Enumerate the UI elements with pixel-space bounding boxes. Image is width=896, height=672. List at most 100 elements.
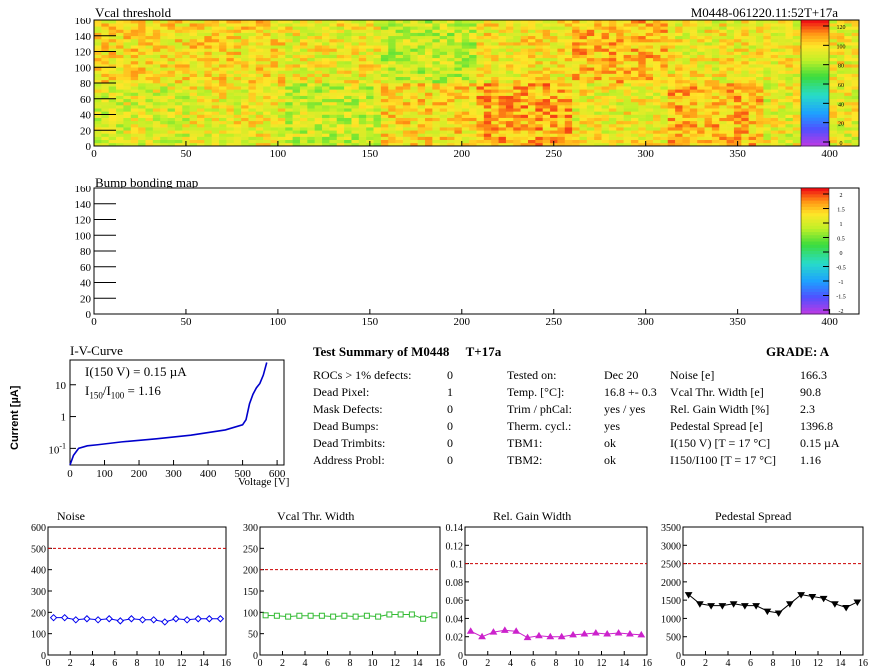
heatmap-cell bbox=[733, 54, 742, 59]
heatmap-cell bbox=[373, 57, 382, 62]
heatmap-cell bbox=[138, 29, 146, 33]
heatmap-cell bbox=[535, 57, 544, 62]
heatmap-cell bbox=[344, 139, 352, 144]
heatmap-cell bbox=[829, 35, 838, 40]
heatmap-cell bbox=[380, 64, 389, 68]
heatmap-cell bbox=[248, 67, 257, 71]
heatmap-cell bbox=[667, 139, 676, 144]
colorbar-tick-label: 40 bbox=[838, 102, 844, 108]
heatmap-cell bbox=[277, 120, 286, 125]
heatmap-cell bbox=[196, 51, 205, 55]
heatmap-cell bbox=[366, 26, 374, 30]
heatmap-cell bbox=[219, 35, 227, 40]
vcalw-point bbox=[285, 613, 292, 620]
heatmap-cell bbox=[726, 48, 735, 52]
heatmap-cell bbox=[373, 64, 382, 68]
heatmap-cell bbox=[196, 111, 205, 115]
heatmap-cell bbox=[204, 35, 212, 40]
heatmap-cell bbox=[638, 95, 646, 100]
heatmap-cell bbox=[682, 70, 691, 74]
heatmap-cell bbox=[417, 111, 426, 115]
heatmap-cell bbox=[248, 42, 257, 46]
heatmap-cell bbox=[351, 60, 360, 65]
heatmap-cell bbox=[314, 51, 323, 55]
heatmap-cell bbox=[336, 45, 345, 49]
heatmap-cell bbox=[226, 57, 235, 62]
heatmap-cell bbox=[778, 60, 786, 65]
heatmap-cell bbox=[196, 79, 205, 84]
heatmap-cell bbox=[219, 127, 227, 131]
heatmap-cell bbox=[844, 76, 852, 81]
heatmap-cell bbox=[108, 89, 117, 93]
heatmap-cell bbox=[704, 108, 713, 112]
heatmap-cell bbox=[829, 42, 838, 46]
heatmap-cell bbox=[836, 120, 845, 125]
heatmap-cell bbox=[608, 142, 617, 147]
vcalw-y-tick-label: 150 bbox=[243, 587, 258, 598]
heatmap-cell bbox=[226, 20, 235, 24]
heatmap-cell bbox=[116, 95, 124, 100]
heatmap-cell bbox=[263, 123, 271, 128]
heatmap-cell bbox=[608, 117, 617, 122]
heatmap-cell bbox=[380, 79, 389, 84]
heatmap-cell bbox=[233, 105, 242, 109]
heatmap-cell bbox=[138, 73, 146, 77]
heatmap-cell bbox=[660, 73, 669, 77]
heatmap-cell bbox=[336, 83, 345, 87]
heatmap-cell bbox=[542, 86, 551, 90]
heatmap-cell bbox=[108, 48, 117, 52]
heatmap-cell bbox=[388, 73, 396, 77]
heatmap-cell bbox=[432, 86, 441, 90]
heatmap-cell bbox=[270, 83, 279, 87]
heatmap-cell bbox=[219, 108, 227, 112]
heatmap-cell bbox=[623, 98, 632, 103]
heatmap-cell bbox=[483, 130, 492, 134]
heatmap-cell bbox=[689, 95, 698, 100]
heatmap-cell bbox=[145, 26, 154, 30]
heatmap-cell bbox=[329, 23, 338, 27]
heatmap-cell bbox=[447, 98, 455, 103]
heatmap-cell bbox=[785, 117, 794, 122]
heatmap-cell bbox=[447, 70, 455, 74]
heatmap-cell bbox=[623, 95, 632, 100]
heatmap-cell bbox=[653, 136, 661, 140]
heatmap-cell bbox=[653, 108, 661, 112]
heatmap-cell bbox=[116, 73, 124, 77]
heatmap-cell bbox=[211, 54, 220, 59]
heatmap-cell bbox=[130, 139, 139, 144]
heatmap-cell bbox=[167, 76, 176, 81]
heatmap-cell bbox=[748, 57, 757, 62]
heatmap-cell bbox=[763, 108, 772, 112]
heatmap-cell bbox=[564, 101, 573, 106]
heatmap-cell bbox=[836, 38, 845, 43]
heatmap-cell bbox=[594, 79, 602, 84]
heatmap-cell bbox=[527, 117, 536, 122]
heatmap-cell bbox=[380, 142, 389, 147]
heatmap-cell bbox=[763, 26, 772, 30]
heatmap-cell bbox=[447, 142, 455, 147]
heatmap-cell bbox=[653, 89, 661, 93]
heatmap-cell bbox=[388, 120, 396, 125]
heatmap-cell bbox=[851, 117, 860, 122]
heatmap-cell bbox=[689, 142, 698, 147]
heatmap-cell bbox=[395, 117, 404, 122]
x-tick-label: 150 bbox=[362, 148, 379, 160]
heatmap-cell bbox=[277, 123, 286, 128]
heatmap-cell bbox=[116, 64, 124, 68]
heatmap-cell bbox=[763, 73, 772, 77]
heatmap-cell bbox=[395, 45, 404, 49]
heatmap-cell bbox=[307, 139, 315, 144]
heatmap-cell bbox=[241, 23, 249, 27]
heatmap-cell bbox=[844, 108, 852, 112]
heatmap-cell bbox=[733, 67, 742, 71]
heatmap-cell bbox=[616, 83, 624, 87]
heatmap-cell bbox=[130, 95, 139, 100]
heatmap-cell bbox=[226, 60, 235, 65]
heatmap-cell bbox=[145, 35, 154, 40]
colorbar-step bbox=[801, 213, 829, 217]
heatmap-cell bbox=[513, 101, 521, 106]
heatmap-cell bbox=[733, 95, 742, 100]
heatmap-cell bbox=[704, 86, 713, 90]
heatmap-cell bbox=[189, 20, 198, 24]
heatmap-cell bbox=[138, 139, 146, 144]
